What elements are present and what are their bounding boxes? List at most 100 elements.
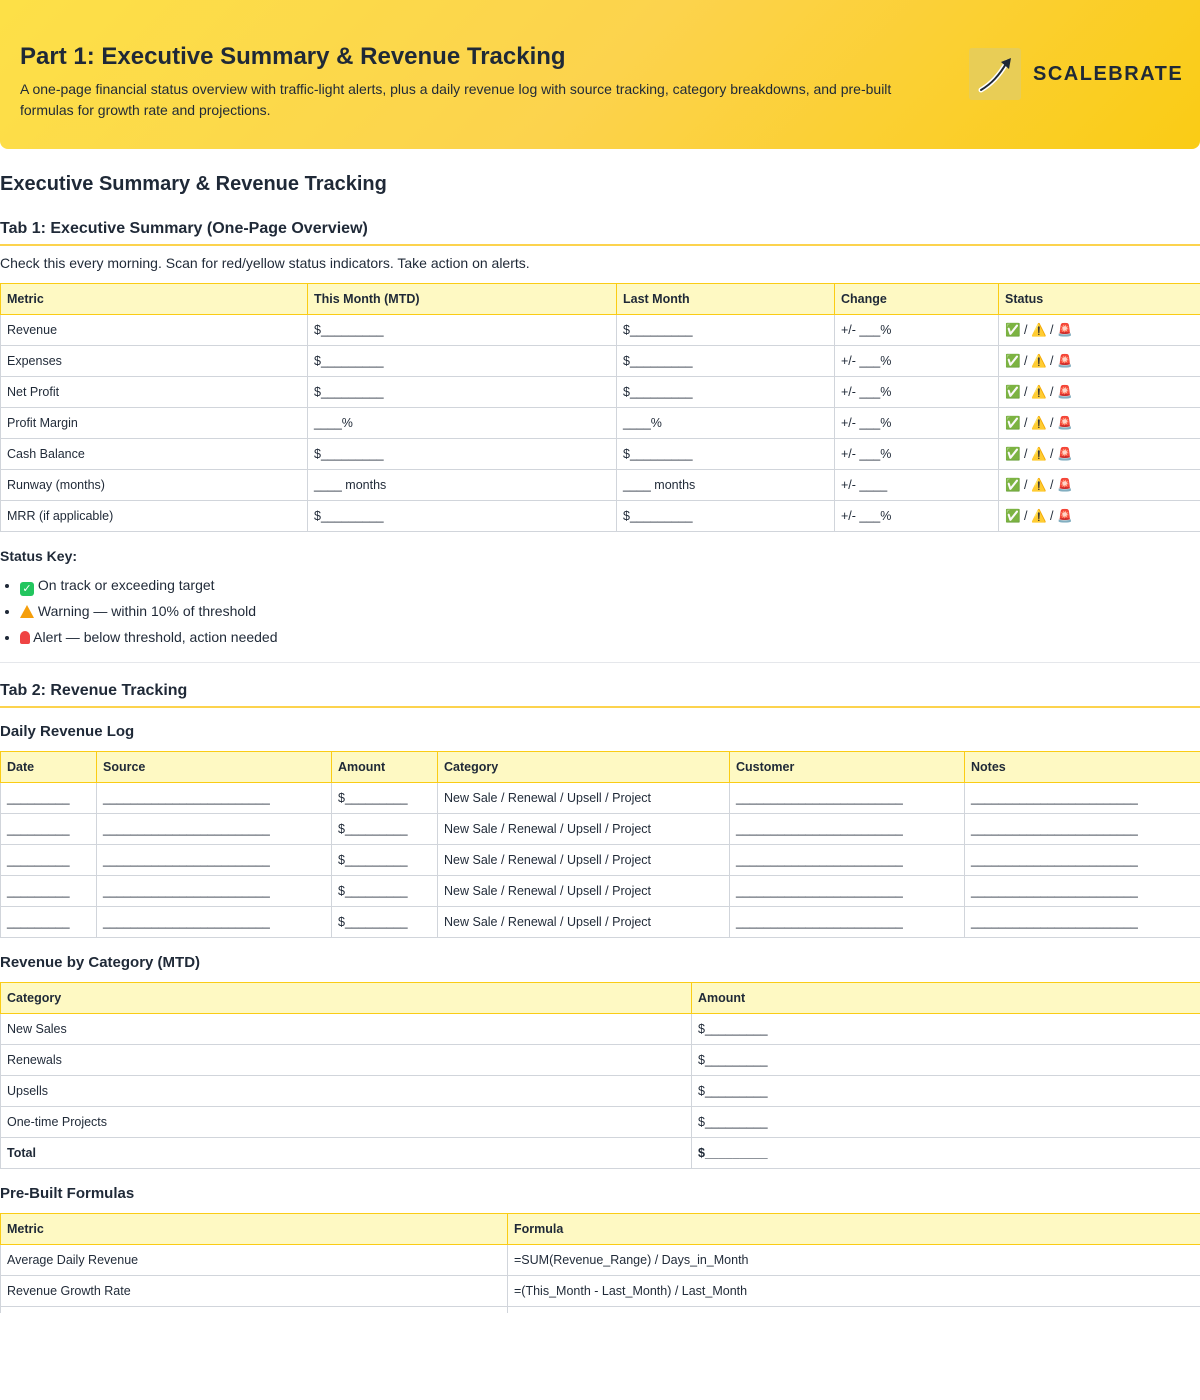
status-cell[interactable]: ✅ / ⚠️ / 🚨 (998, 376, 1200, 408)
formulas-heading: Pre-Built Formulas (0, 1185, 135, 1202)
customer-cell[interactable]: ________________________ (729, 844, 965, 876)
table-header-row: Metric Formula (0, 1213, 1200, 1245)
customer-cell[interactable]: ________________________ (729, 813, 965, 845)
change-cell[interactable]: +/- ___% (834, 345, 999, 377)
change-cell[interactable]: +/- ___% (834, 438, 999, 470)
notes-cell[interactable]: ________________________ (964, 875, 1200, 907)
column-header: This Month (MTD) (307, 283, 617, 315)
section-divider (0, 244, 1200, 246)
change-cell[interactable]: +/- ___% (834, 376, 999, 408)
last-month-cell[interactable]: $_________ (616, 376, 835, 408)
formula-metric-cell: Revenue Growth Rate (0, 1275, 508, 1307)
metric-cell: Expenses (0, 345, 308, 377)
column-header: Category (0, 982, 692, 1014)
status-cell[interactable]: ✅ / ⚠️ / 🚨 (998, 407, 1200, 439)
formula-metric-cell: Average Daily Revenue (0, 1244, 508, 1276)
tab1-intro: Check this every morning. Scan for red/y… (0, 255, 530, 271)
divider (0, 662, 1200, 663)
change-cell[interactable]: +/- ____ (834, 469, 999, 501)
amount-cell[interactable]: $_________ (331, 906, 438, 938)
column-header: Metric (0, 283, 308, 315)
warning-icon (20, 605, 34, 618)
category-cell[interactable]: New Sale / Renewal / Upsell / Project (437, 782, 730, 814)
notes-cell[interactable]: ________________________ (964, 813, 1200, 845)
status-cell[interactable]: ✅ / ⚠️ / 🚨 (998, 438, 1200, 470)
amount-cell[interactable]: $_________ (331, 844, 438, 876)
table-header-row: Category Amount (0, 982, 1200, 1014)
notes-cell[interactable]: ________________________ (964, 906, 1200, 938)
pre-built-formulas-table: Metric Formula Average Daily Revenue =SUM… (0, 1213, 1200, 1313)
list-item: ✓ On track or exceeding target (20, 575, 278, 601)
metric-cell: Runway (months) (0, 469, 308, 501)
table-row: Profit Margin ____% ____% +/- ___% ✅ / ⚠️ / … (0, 407, 1200, 439)
amount-cell[interactable]: $_________ (691, 1013, 1200, 1045)
category-cell[interactable]: New Sale / Renewal / Upsell / Project (437, 813, 730, 845)
customer-cell[interactable]: ________________________ (729, 782, 965, 814)
last-month-cell[interactable]: $_________ (616, 314, 835, 346)
date-cell[interactable]: _________ (0, 813, 97, 845)
rising-arrow-icon (969, 48, 1021, 100)
customer-cell[interactable]: ________________________ (729, 906, 965, 938)
metric-cell: Revenue (0, 314, 308, 346)
change-cell[interactable]: +/- ___% (834, 500, 999, 532)
column-header: Amount (331, 751, 438, 783)
last-month-cell[interactable]: $_________ (616, 438, 835, 470)
category-cell: New Sales (0, 1013, 692, 1045)
source-cell[interactable]: ________________________ (96, 813, 332, 845)
amount-cell[interactable]: $_________ (691, 1075, 1200, 1107)
table-row: New Sales $_________ (0, 1013, 1200, 1045)
amount-cell[interactable]: $_________ (331, 782, 438, 814)
source-cell[interactable]: ________________________ (96, 875, 332, 907)
page-title: Executive Summary & Revenue Tracking (0, 173, 387, 195)
amount-cell[interactable]: $_________ (691, 1044, 1200, 1076)
status-cell[interactable]: ✅ / ⚠️ / 🚨 (998, 469, 1200, 501)
header-title: Part 1: Executive Summary & Revenue Trac… (20, 43, 566, 70)
date-cell[interactable]: _________ (0, 875, 97, 907)
source-cell[interactable]: ________________________ (96, 906, 332, 938)
list-item: Warning — within 10% of threshold (20, 601, 278, 627)
column-header: Category (437, 751, 730, 783)
status-cell[interactable]: ✅ / ⚠️ / 🚨 (998, 314, 1200, 346)
column-header: Change (834, 283, 999, 315)
status-cell[interactable]: ✅ / ⚠️ / 🚨 (998, 345, 1200, 377)
this-month-cell[interactable]: $_________ (307, 438, 617, 470)
source-cell[interactable]: ________________________ (96, 844, 332, 876)
column-header: Date (0, 751, 97, 783)
total-amount-cell[interactable]: $_________ (691, 1137, 1200, 1169)
this-month-cell[interactable]: $_________ (307, 376, 617, 408)
date-cell[interactable]: _________ (0, 844, 97, 876)
date-cell[interactable]: _________ (0, 782, 97, 814)
table-row: _________ ________________________ $______… (0, 875, 1200, 907)
amount-cell[interactable]: $_________ (691, 1106, 1200, 1138)
status-cell[interactable]: ✅ / ⚠️ / 🚨 (998, 500, 1200, 532)
this-month-cell[interactable]: $_________ (307, 314, 617, 346)
change-cell[interactable]: +/- ___% (834, 314, 999, 346)
formulas-table-viewport[interactable]: Metric Formula Average Daily Revenue =SUM… (0, 1213, 1200, 1313)
last-month-cell[interactable]: ____% (616, 407, 835, 439)
last-month-cell[interactable]: ____ months (616, 469, 835, 501)
this-month-cell[interactable]: $_________ (307, 500, 617, 532)
category-cell[interactable]: New Sale / Renewal / Upsell / Project (437, 906, 730, 938)
customer-cell[interactable]: ________________________ (729, 875, 965, 907)
last-month-cell[interactable]: $_________ (616, 345, 835, 377)
this-month-cell[interactable]: $_________ (307, 345, 617, 377)
metric-cell: Profit Margin (0, 407, 308, 439)
amount-cell[interactable]: $_________ (331, 875, 438, 907)
change-cell[interactable]: +/- ___% (834, 407, 999, 439)
last-month-cell[interactable]: $_________ (616, 500, 835, 532)
column-header: Notes (964, 751, 1200, 783)
category-cell[interactable]: New Sale / Renewal / Upsell / Project (437, 844, 730, 876)
formula-cell (507, 1306, 1200, 1313)
date-cell[interactable]: _________ (0, 906, 97, 938)
category-cell: One-time Projects (0, 1106, 692, 1138)
this-month-cell[interactable]: ____% (307, 407, 617, 439)
category-cell[interactable]: New Sale / Renewal / Upsell / Project (437, 875, 730, 907)
notes-cell[interactable]: ________________________ (964, 782, 1200, 814)
notes-cell[interactable]: ________________________ (964, 844, 1200, 876)
table-row: Runway (months) ____ months ____ months +/-… (0, 469, 1200, 501)
amount-cell[interactable]: $_________ (331, 813, 438, 845)
column-header: Metric (0, 1213, 508, 1245)
table-row: Upsells $_________ (0, 1075, 1200, 1107)
this-month-cell[interactable]: ____ months (307, 469, 617, 501)
source-cell[interactable]: ________________________ (96, 782, 332, 814)
